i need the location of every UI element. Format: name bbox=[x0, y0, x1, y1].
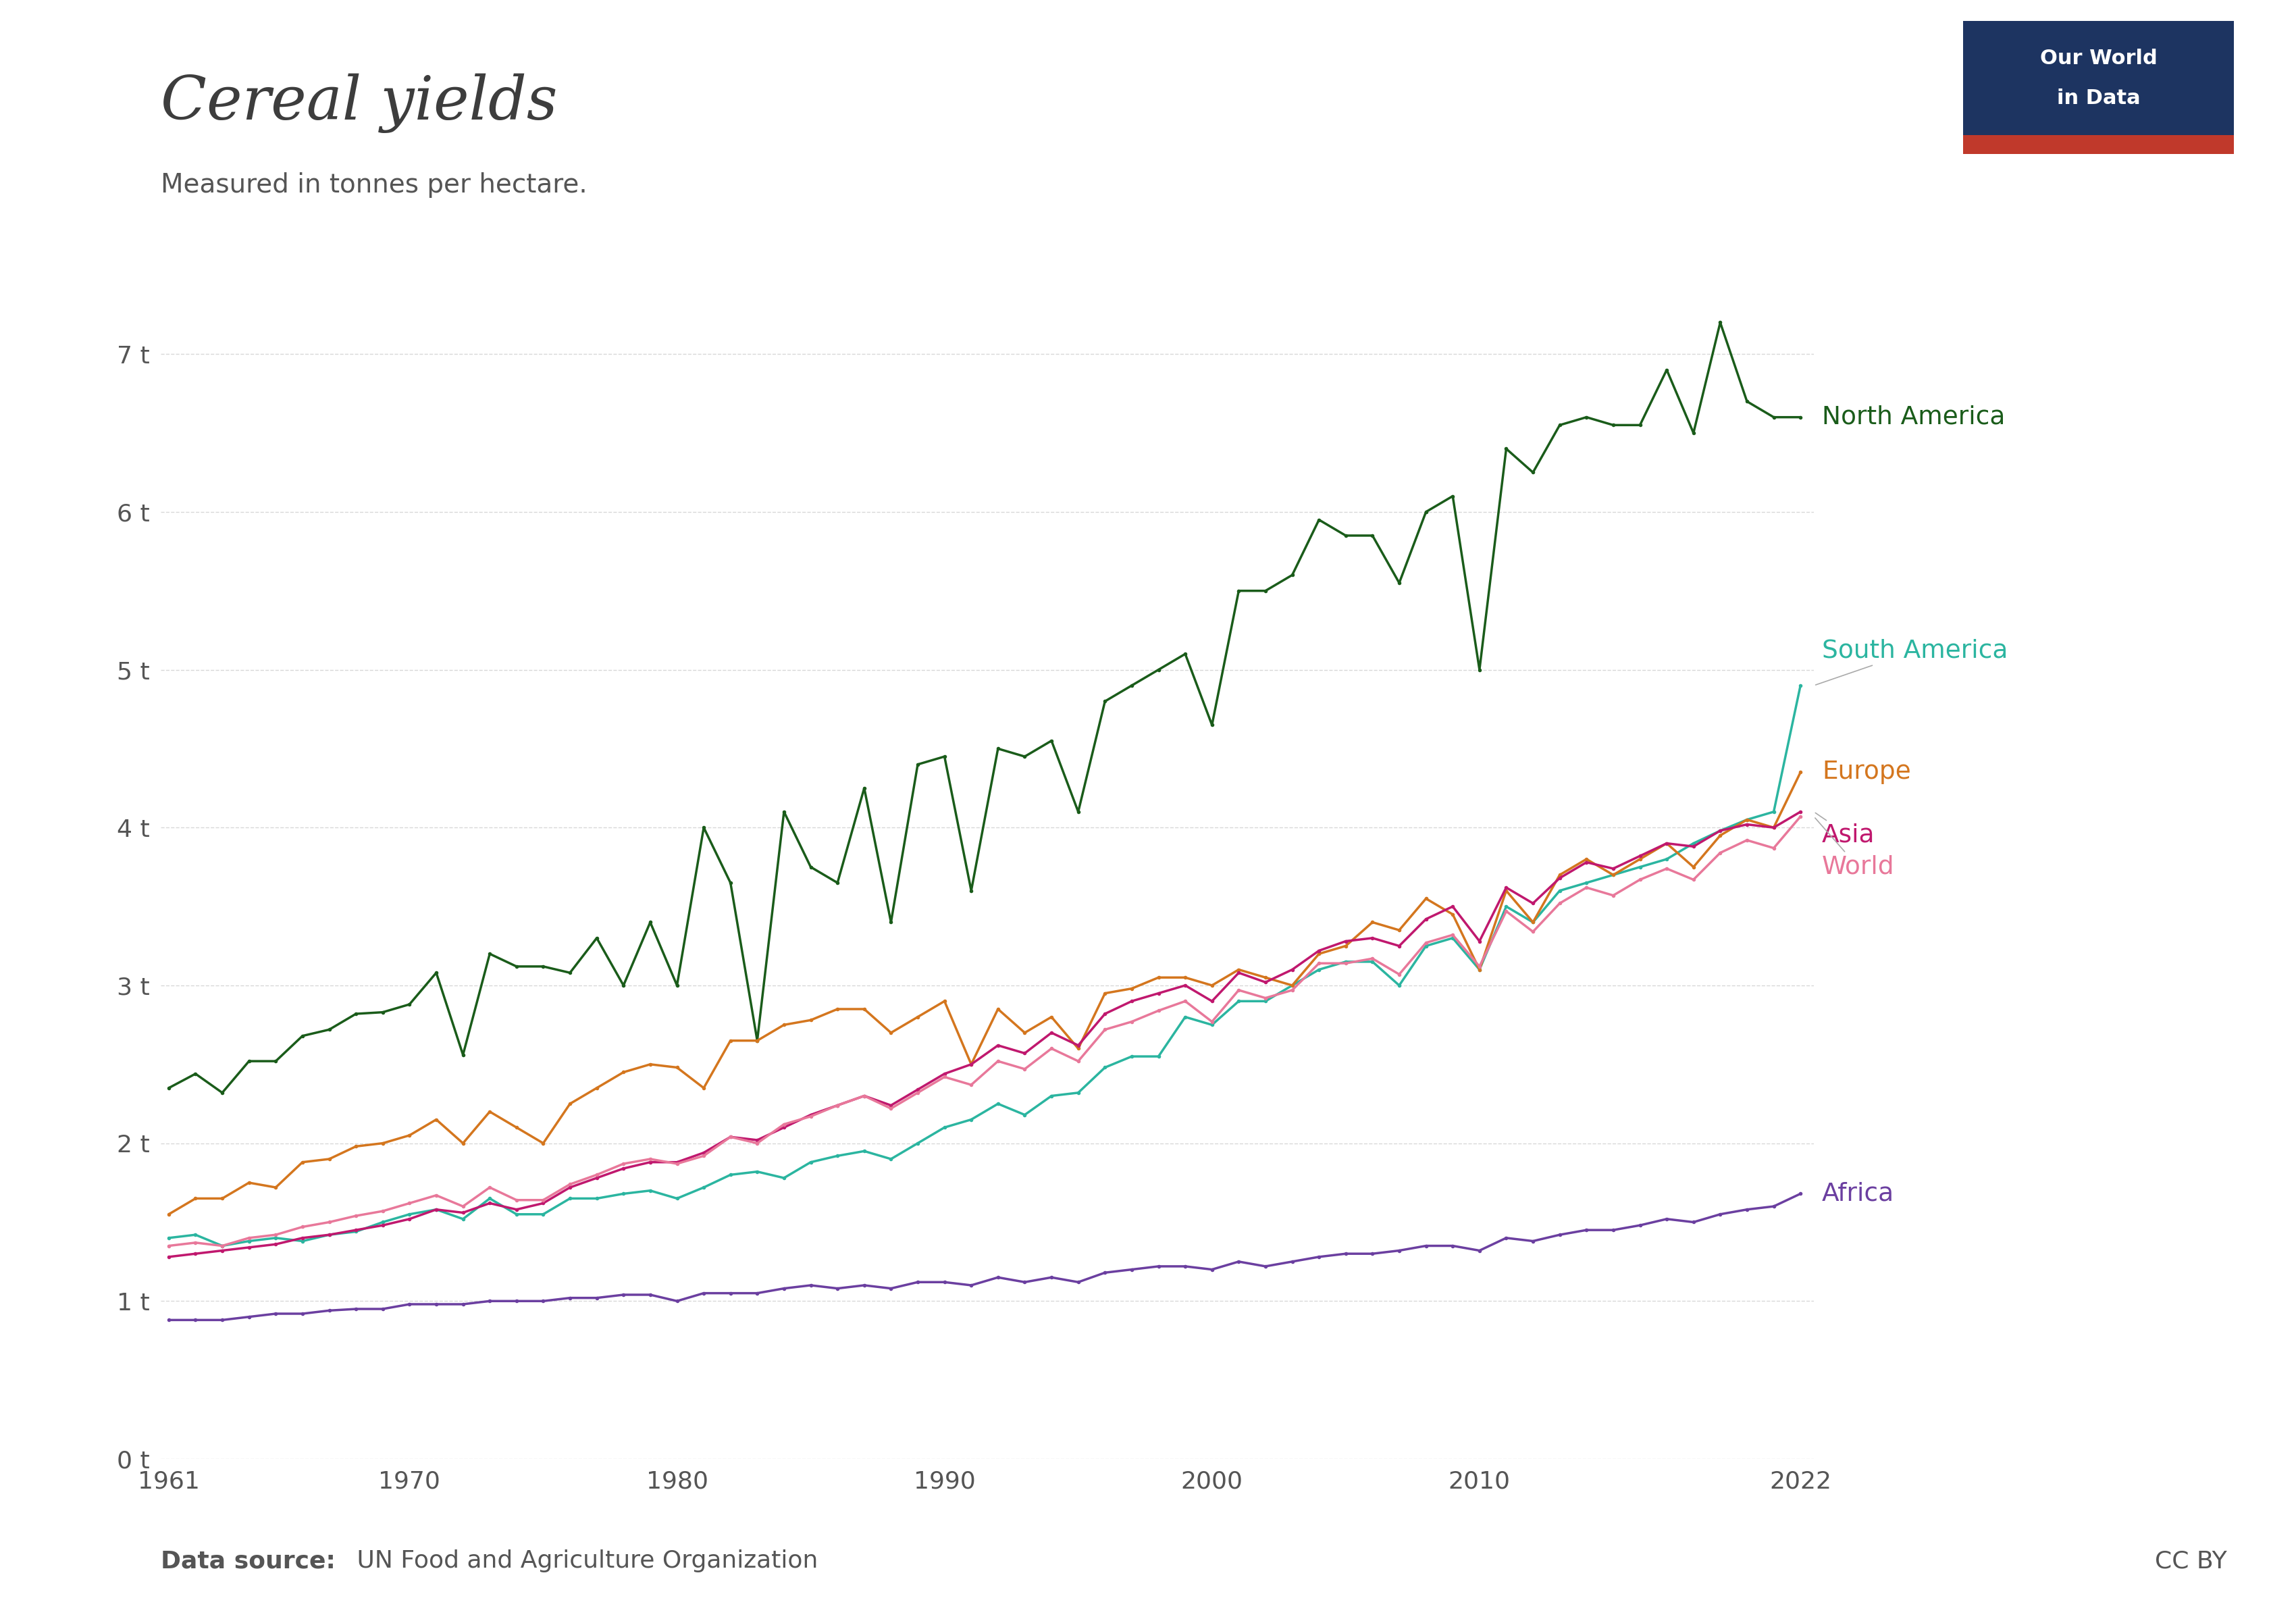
Text: in Data: in Data bbox=[2057, 89, 2140, 109]
Text: Europe: Europe bbox=[1821, 760, 1910, 785]
Text: UN Food and Agriculture Organization: UN Food and Agriculture Organization bbox=[349, 1550, 817, 1572]
Text: Measured in tonnes per hectare.: Measured in tonnes per hectare. bbox=[161, 172, 588, 198]
Text: Our World: Our World bbox=[2039, 49, 2158, 68]
Bar bbox=[1963, 136, 2234, 154]
Text: Cereal yields: Cereal yields bbox=[161, 73, 558, 133]
Text: North America: North America bbox=[1821, 405, 2004, 430]
Text: South America: South America bbox=[1816, 639, 2007, 686]
Text: Asia: Asia bbox=[1816, 812, 1876, 848]
Text: World: World bbox=[1816, 819, 1894, 879]
Text: Data source:: Data source: bbox=[161, 1550, 335, 1572]
Text: Africa: Africa bbox=[1821, 1182, 1894, 1206]
Text: CC BY: CC BY bbox=[2156, 1550, 2227, 1572]
